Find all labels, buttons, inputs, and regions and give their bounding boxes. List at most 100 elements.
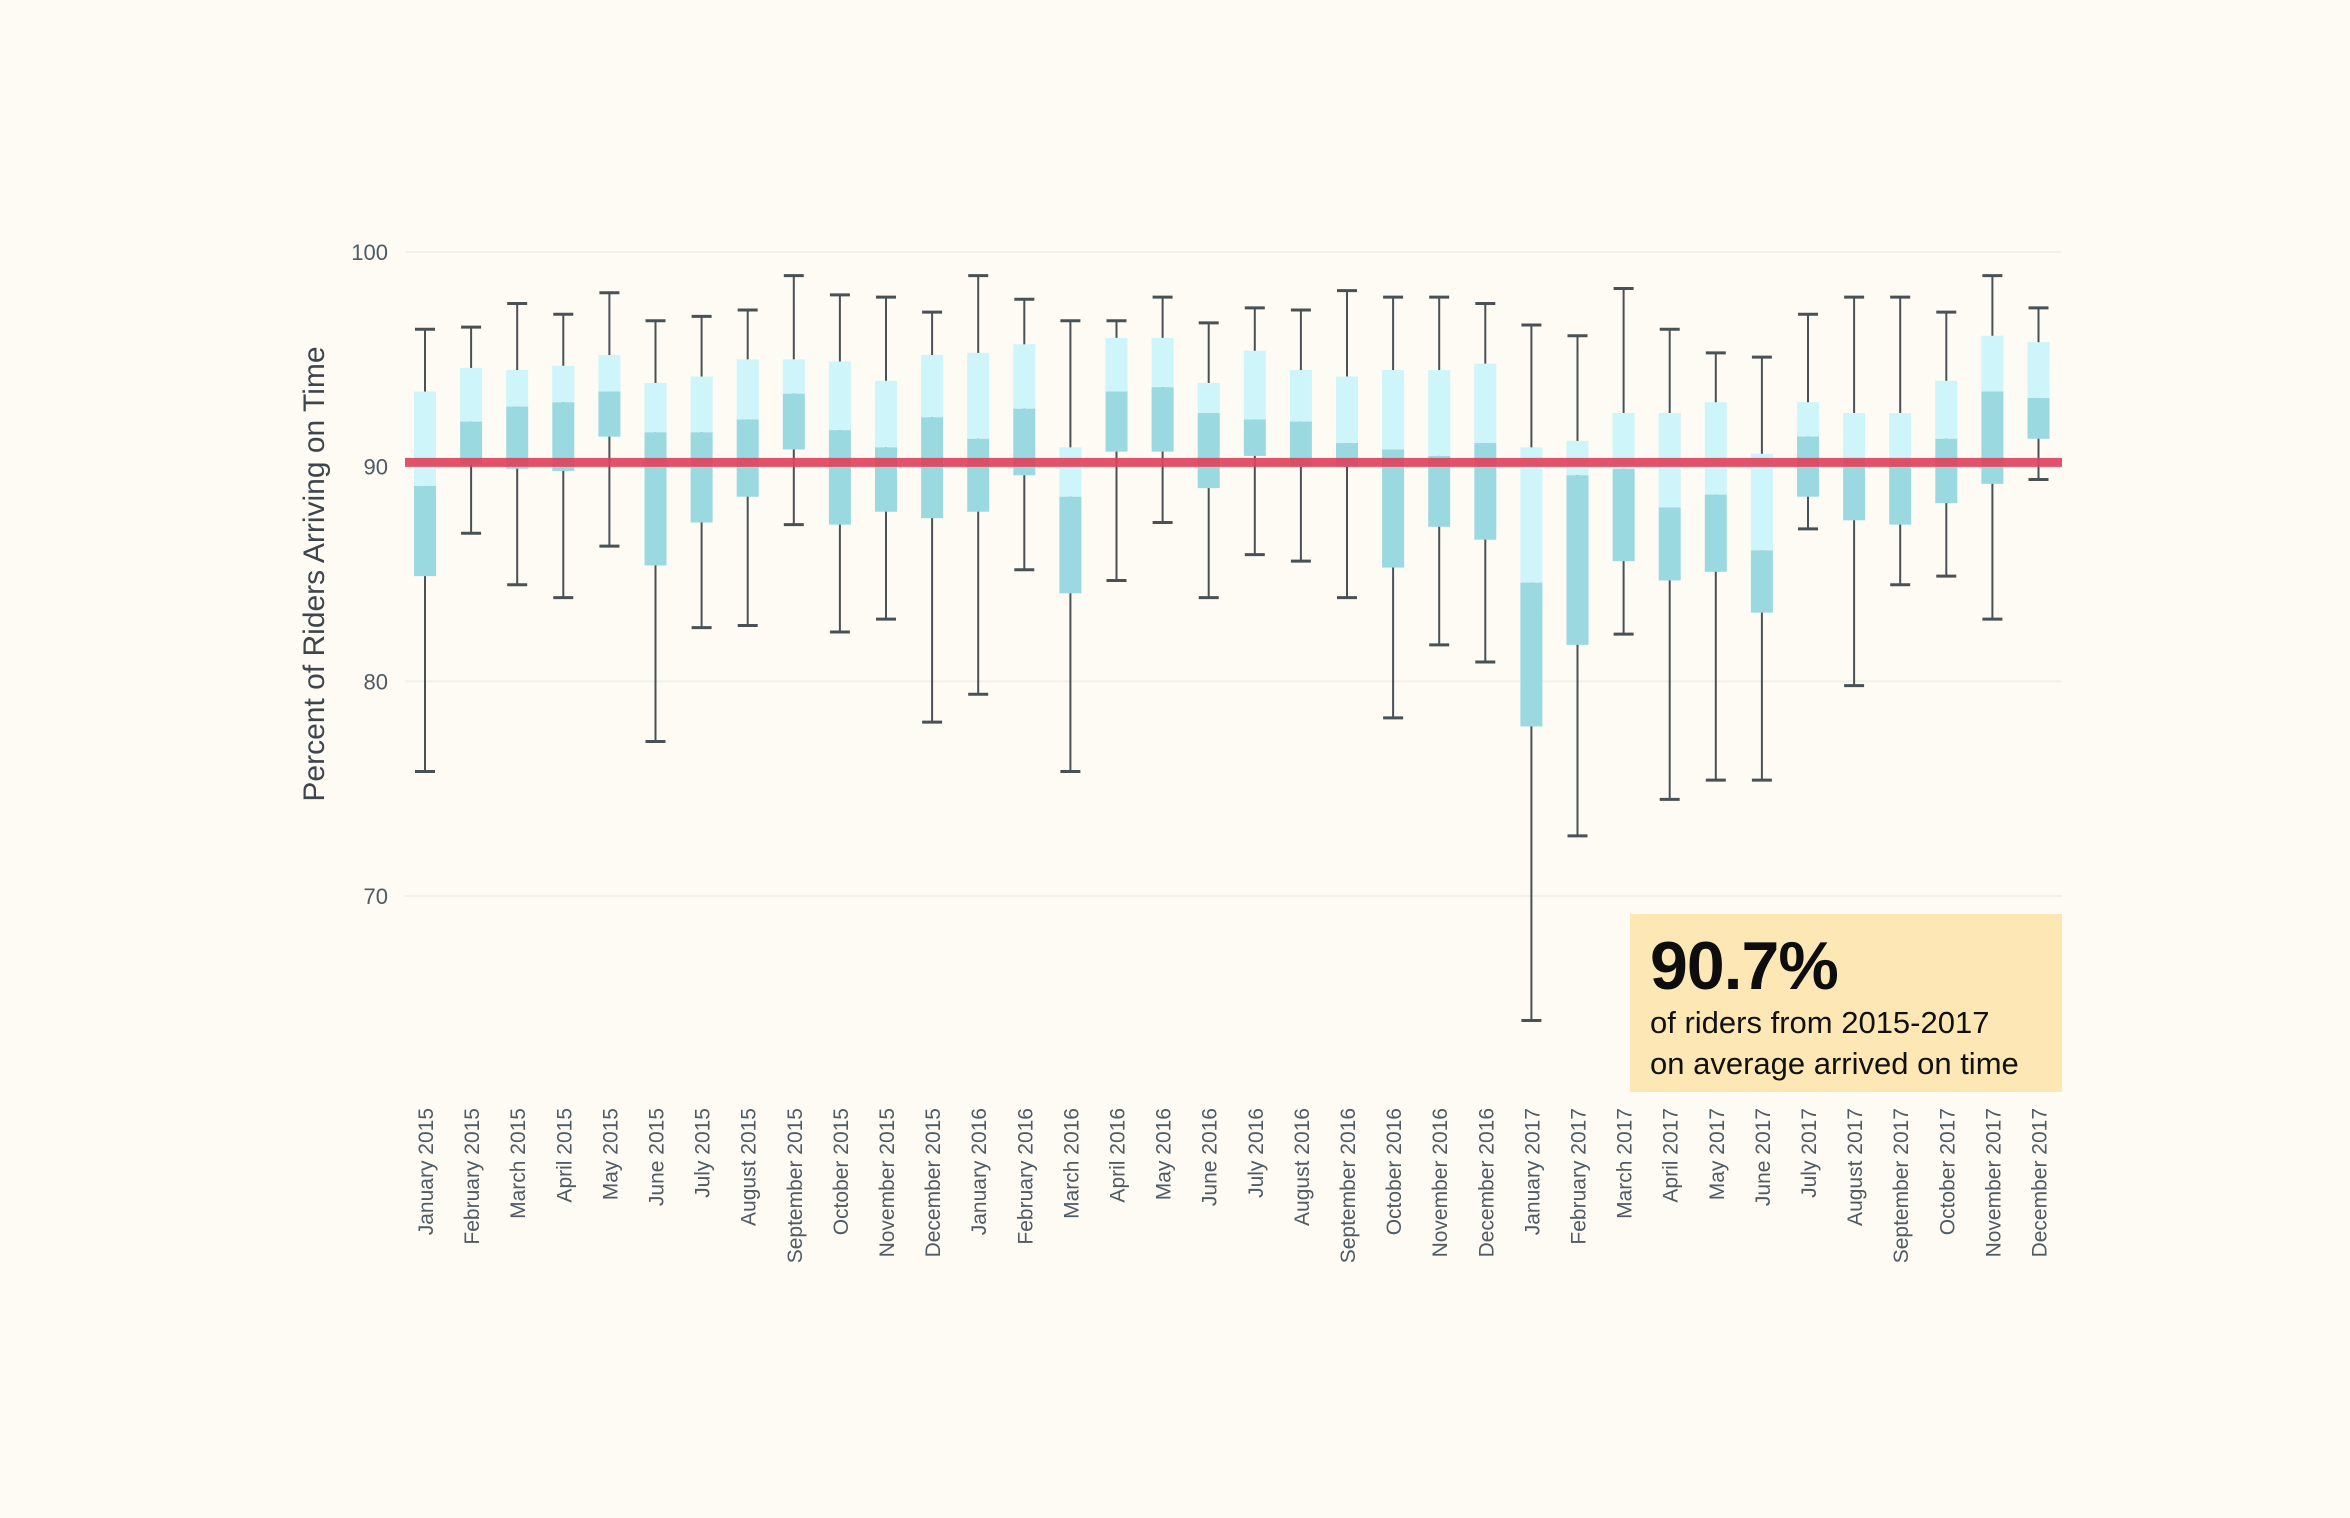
box-lower xyxy=(1197,413,1220,489)
box-2 xyxy=(460,325,483,535)
x-tick-label: June 2017 xyxy=(1752,1108,1775,1206)
x-tick-label: January 2016 xyxy=(968,1108,991,1235)
x-tick-label: October 2015 xyxy=(830,1108,853,1235)
callout-line-1: of riders from 2015-2017 xyxy=(1650,1005,1990,1040)
callout-line-2: on average arrived on time xyxy=(1650,1046,2019,1081)
box-lower xyxy=(1474,443,1497,540)
boxes xyxy=(414,274,2050,1023)
box-33 xyxy=(1889,295,1912,587)
box-lower xyxy=(782,393,805,450)
x-tick-label: September 2017 xyxy=(1890,1108,1913,1263)
box-lower xyxy=(828,430,851,525)
average-callout: 90.7% of riders from 2015-2017 on averag… xyxy=(1630,914,2062,1092)
x-tick-label: July 2017 xyxy=(1798,1108,1821,1198)
box-1 xyxy=(414,327,436,773)
box-upper xyxy=(598,355,621,392)
x-tick-label: March 2015 xyxy=(507,1108,530,1219)
box-upper xyxy=(1382,370,1405,450)
box-upper xyxy=(1981,335,2004,392)
x-tick-label: August 2016 xyxy=(1291,1108,1314,1226)
box-35 xyxy=(1981,274,2004,621)
box-lower xyxy=(414,485,436,577)
box-34 xyxy=(1935,310,1958,578)
box-lower xyxy=(1935,438,1958,504)
x-tick-label: June 2015 xyxy=(646,1108,669,1206)
x-tick-label: September 2016 xyxy=(1337,1108,1360,1263)
box-21 xyxy=(1336,289,1358,600)
x-tick-label: March 2016 xyxy=(1060,1108,1083,1219)
box-32 xyxy=(1843,295,1866,688)
box-lower xyxy=(921,417,944,519)
box-upper xyxy=(690,376,713,433)
box-upper xyxy=(736,359,759,420)
x-tick-label: November 2017 xyxy=(1982,1108,2005,1257)
box-lower xyxy=(1658,507,1681,581)
box-lower xyxy=(1612,468,1635,562)
box-9 xyxy=(782,274,805,527)
box-3 xyxy=(506,302,529,587)
box-upper xyxy=(1843,413,1866,459)
box-18 xyxy=(1197,321,1220,600)
box-lower xyxy=(1243,419,1266,456)
box-23 xyxy=(1428,295,1451,647)
x-tick-label: April 2016 xyxy=(1107,1108,1130,1203)
box-14 xyxy=(1013,297,1036,572)
box-10 xyxy=(828,293,851,634)
box-upper xyxy=(1151,337,1174,388)
box-upper xyxy=(1336,376,1358,444)
box-lower xyxy=(644,432,667,566)
box-31 xyxy=(1797,312,1819,531)
y-tick-label-70: 70 xyxy=(364,884,388,909)
x-tick-label: May 2016 xyxy=(1153,1108,1176,1200)
box-36 xyxy=(2027,306,2050,482)
box-upper xyxy=(828,361,851,431)
x-tick-label: July 2016 xyxy=(1245,1108,1268,1198)
box-lower xyxy=(1382,449,1405,568)
box-30 xyxy=(1750,355,1773,782)
box-lower xyxy=(598,391,621,437)
x-tick-label: January 2015 xyxy=(415,1108,438,1235)
box-lower xyxy=(1059,496,1082,594)
box-upper xyxy=(1474,363,1497,444)
x-tick-label: February 2017 xyxy=(1568,1108,1591,1245)
box-lower xyxy=(1289,421,1312,467)
x-tick-label: June 2016 xyxy=(1199,1108,1222,1206)
y-tick-label-100: 100 xyxy=(351,240,388,265)
box-lower xyxy=(2027,397,2050,439)
y-tick-label-80: 80 xyxy=(364,669,388,694)
box-6 xyxy=(644,319,667,743)
x-tick-label: March 2017 xyxy=(1614,1108,1637,1219)
box-lower xyxy=(1889,460,1912,525)
box-lower xyxy=(1566,475,1589,645)
box-upper xyxy=(1935,380,1958,439)
box-lower xyxy=(460,421,483,465)
x-tick-label: October 2017 xyxy=(1936,1108,1959,1235)
y-axis-label: Percent of Riders Arriving on Time xyxy=(298,346,331,801)
box-28 xyxy=(1658,327,1681,801)
box-lower xyxy=(1750,550,1773,613)
box-upper xyxy=(460,367,483,422)
box-upper xyxy=(1520,447,1543,583)
x-tick-label: April 2015 xyxy=(553,1108,576,1203)
box-upper xyxy=(1197,382,1220,413)
box-upper xyxy=(1243,350,1266,420)
box-4 xyxy=(552,312,575,600)
box-upper xyxy=(875,380,897,448)
box-lower xyxy=(875,447,897,512)
x-tick-label: August 2015 xyxy=(738,1108,761,1226)
box-22 xyxy=(1382,295,1405,720)
box-lower xyxy=(967,438,990,512)
x-tick-label: December 2017 xyxy=(2029,1108,2052,1257)
y-tick-label-90: 90 xyxy=(364,455,388,480)
box-upper xyxy=(782,359,805,394)
box-15 xyxy=(1059,319,1082,773)
box-17 xyxy=(1151,295,1174,524)
box-lower xyxy=(506,406,529,469)
box-5 xyxy=(598,291,621,548)
gridlines xyxy=(405,251,2062,897)
x-tick-label: November 2015 xyxy=(876,1108,899,1257)
box-upper xyxy=(552,365,575,403)
box-upper xyxy=(1013,344,1036,409)
box-8 xyxy=(736,308,759,628)
box-13 xyxy=(967,274,990,696)
